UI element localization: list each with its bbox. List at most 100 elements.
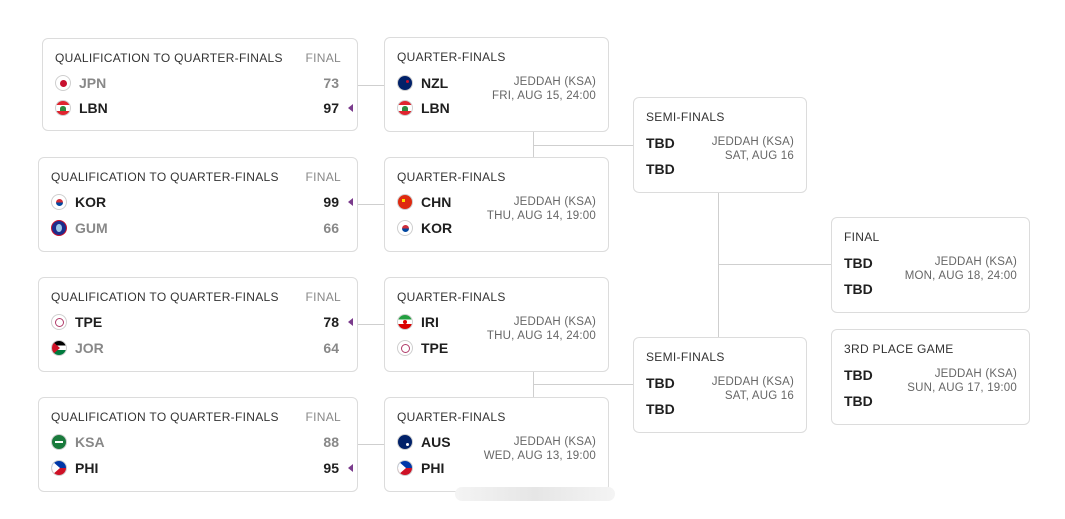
korea-flag-icon xyxy=(51,194,67,210)
connector-line xyxy=(718,264,831,265)
connector-line xyxy=(718,193,719,337)
card-title: QUALIFICATION TO QUARTER-FINALS xyxy=(51,170,279,184)
winner-marker-icon xyxy=(348,318,353,326)
card-title: SEMI-FINALS xyxy=(646,350,725,364)
team-row[interactable]: JOR xyxy=(51,338,104,358)
team-code: TPE xyxy=(421,340,449,356)
venue-label: JEDDAH (KSA) xyxy=(711,376,794,388)
winner-marker-icon xyxy=(348,104,353,112)
semifinal-card-2[interactable]: SEMI-FINALS TBD TBD JEDDAH (KSA) SAT, AU… xyxy=(633,337,807,433)
japan-flag-icon xyxy=(55,75,71,91)
team-tbd: TBD xyxy=(844,255,873,271)
venue-label: JEDDAH (KSA) xyxy=(513,316,596,328)
team-row[interactable]: KOR xyxy=(397,218,452,238)
winner-marker-icon xyxy=(348,464,353,472)
team-row[interactable]: NZL xyxy=(397,73,448,93)
team-row[interactable]: PHI xyxy=(397,458,444,478)
qualification-card-3[interactable]: QUALIFICATION TO QUARTER-FINALS FINAL TP… xyxy=(38,277,358,372)
team-tbd: TBD xyxy=(844,393,873,409)
team-code: LBN xyxy=(421,100,450,116)
card-title: QUALIFICATION TO QUARTER-FINALS xyxy=(51,410,279,424)
china-flag-icon xyxy=(397,194,413,210)
match-info: JEDDAH (KSA) FRI, AUG 15, 24:00 xyxy=(492,75,596,103)
korea-flag-icon xyxy=(397,220,413,236)
team-score: 78 xyxy=(323,314,339,330)
team-score: 88 xyxy=(323,434,339,450)
match-info: JEDDAH (KSA) THU, AUG 14, 19:00 xyxy=(487,195,596,223)
semifinal-card-1[interactable]: SEMI-FINALS TBD TBD JEDDAH (KSA) SAT, AU… xyxy=(633,97,807,193)
winner-marker-icon xyxy=(348,198,353,206)
card-title: QUALIFICATION TO QUARTER-FINALS xyxy=(51,290,279,304)
lebanon-flag-icon xyxy=(55,100,71,116)
quarterfinal-card-4[interactable]: QUARTER-FINALS AUS PHI JEDDAH (KSA) WED,… xyxy=(384,397,609,492)
team-row[interactable]: IRI xyxy=(397,312,439,332)
card-title: QUALIFICATION TO QUARTER-FINALS xyxy=(55,51,283,65)
team-code: NZL xyxy=(421,75,449,91)
match-info: JEDDAH (KSA) SAT, AUG 16 xyxy=(712,375,794,403)
team-code: GUM xyxy=(75,220,108,236)
team-row[interactable]: LBN xyxy=(55,98,108,118)
match-date: FRI, AUG 15, 24:00 xyxy=(492,90,596,102)
connector-line xyxy=(358,324,384,325)
team-code: PHI xyxy=(75,460,99,476)
qualification-card-4[interactable]: QUALIFICATION TO QUARTER-FINALS FINAL KS… xyxy=(38,397,358,492)
third-place-card[interactable]: 3RD PLACE GAME TBD TBD JEDDAH (KSA) SUN,… xyxy=(831,329,1030,425)
final-card[interactable]: FINAL TBD TBD JEDDAH (KSA) MON, AUG 18, … xyxy=(831,217,1030,313)
connector-line xyxy=(358,204,384,205)
team-tbd: TBD xyxy=(646,401,675,417)
chinese-taipei-flag-icon xyxy=(51,314,67,330)
venue-label: JEDDAH (KSA) xyxy=(513,196,596,208)
team-row[interactable]: PHI xyxy=(51,458,98,478)
team-row[interactable]: LBN xyxy=(397,98,450,118)
australia-flag-icon xyxy=(397,434,413,450)
status-label: FINAL xyxy=(305,51,341,65)
qualification-card-1[interactable]: QUALIFICATION TO QUARTER-FINALS FINAL JP… xyxy=(42,38,358,131)
team-code: KOR xyxy=(75,194,107,210)
match-date: SAT, AUG 16 xyxy=(724,390,794,402)
match-date: THU, AUG 14, 24:00 xyxy=(486,330,596,342)
team-row[interactable]: CHN xyxy=(397,192,451,212)
team-row[interactable]: KOR xyxy=(51,192,106,212)
team-tbd: TBD xyxy=(646,135,675,151)
venue-label: JEDDAH (KSA) xyxy=(513,436,596,448)
chinese-taipei-flag-icon xyxy=(397,340,413,356)
team-row[interactable]: AUS xyxy=(397,432,451,452)
card-title: QUARTER-FINALS xyxy=(397,50,506,64)
team-row[interactable]: KSA xyxy=(51,432,105,452)
status-label: FINAL xyxy=(305,170,341,184)
qualification-card-2[interactable]: QUALIFICATION TO QUARTER-FINALS FINAL KO… xyxy=(38,157,358,252)
team-row[interactable]: JPN xyxy=(55,73,106,93)
team-code: JOR xyxy=(75,340,104,356)
quarterfinal-card-3[interactable]: QUARTER-FINALS IRI TPE JEDDAH (KSA) THU,… xyxy=(384,277,609,372)
philippines-flag-icon xyxy=(51,460,67,476)
match-date: WED, AUG 13, 19:00 xyxy=(483,450,596,462)
team-code: KOR xyxy=(421,220,453,236)
team-score: 66 xyxy=(323,220,339,236)
team-row[interactable]: TPE xyxy=(397,338,448,358)
quarterfinal-card-2[interactable]: QUARTER-FINALS CHN KOR JEDDAH (KSA) THU,… xyxy=(384,157,609,252)
quarterfinal-card-1[interactable]: QUARTER-FINALS NZL LBN JEDDAH (KSA) FRI,… xyxy=(384,37,609,132)
card-title: QUARTER-FINALS xyxy=(397,170,506,184)
match-info: JEDDAH (KSA) THU, AUG 14, 24:00 xyxy=(487,315,596,343)
horizontal-scrollbar[interactable] xyxy=(455,487,615,501)
team-tbd: TBD xyxy=(844,367,873,383)
philippines-flag-icon xyxy=(397,460,413,476)
connector-line xyxy=(533,145,633,146)
status-label: FINAL xyxy=(305,290,341,304)
guam-flag-icon xyxy=(51,220,67,236)
team-code: AUS xyxy=(421,434,451,450)
team-code: IRI xyxy=(421,314,439,330)
connector-line xyxy=(358,85,384,86)
card-title: SEMI-FINALS xyxy=(646,110,725,124)
team-score: 73 xyxy=(323,75,339,91)
match-info: JEDDAH (KSA) WED, AUG 13, 19:00 xyxy=(484,435,596,463)
match-info: JEDDAH (KSA) MON, AUG 18, 24:00 xyxy=(905,255,1017,283)
team-score: 99 xyxy=(323,194,339,210)
match-info: JEDDAH (KSA) SAT, AUG 16 xyxy=(712,135,794,163)
connector-line xyxy=(533,384,633,385)
team-row[interactable]: TPE xyxy=(51,312,102,332)
team-score: 64 xyxy=(323,340,339,356)
lebanon-flag-icon xyxy=(397,100,413,116)
connector-line xyxy=(358,444,384,445)
team-row[interactable]: GUM xyxy=(51,218,108,238)
